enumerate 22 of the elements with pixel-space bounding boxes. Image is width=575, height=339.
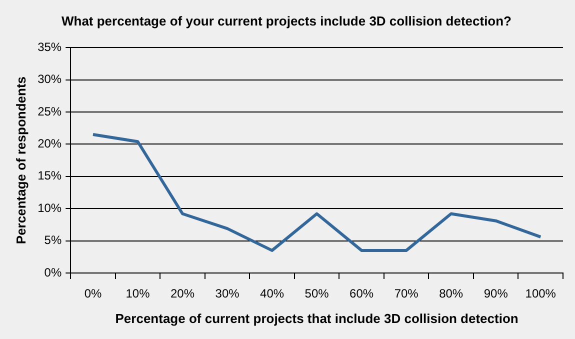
x-tick-label: 30%	[215, 286, 240, 301]
x-tick-label: 80%	[439, 286, 464, 301]
x-tick-label: 50%	[304, 286, 330, 301]
x-axis-title: Percentage of current projects that include 3D collision detection	[115, 310, 518, 326]
y-tick-label: 35%	[38, 40, 62, 54]
x-tick-label: 100%	[525, 286, 556, 301]
x-tick-label: 20%	[170, 286, 195, 301]
x-tick-label: 60%	[350, 286, 374, 301]
y-tick-label: 0%	[44, 265, 62, 280]
y-tick-label: 20%	[38, 136, 62, 151]
x-tick-label: 70%	[394, 286, 419, 301]
y-tick-label: 5%	[44, 233, 62, 248]
y-axis-title: Percentage of respondents	[13, 76, 28, 244]
y-tick-label: 25%	[38, 104, 62, 118]
y-tick-label: 10%	[38, 200, 62, 215]
x-tick-label: 40%	[260, 286, 284, 301]
x-tick-label: 10%	[126, 286, 150, 301]
y-tick-label: 30%	[38, 72, 62, 86]
chart-title: What percentage of your current projects include 3D collision detection?	[61, 13, 512, 28]
x-tick-label: 0%	[84, 286, 102, 301]
x-tick-label: 90%	[484, 286, 508, 301]
y-tick-label: 15%	[38, 168, 62, 183]
